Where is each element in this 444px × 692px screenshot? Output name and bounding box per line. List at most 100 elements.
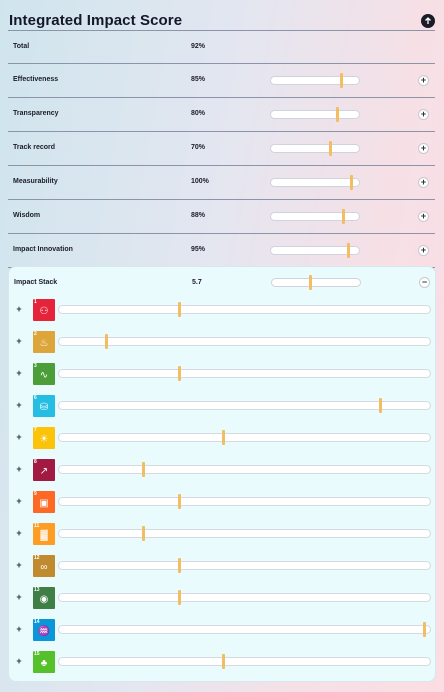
sdg-row: +14 ♒ (9, 619, 437, 641)
slider-thumb[interactable] (346, 243, 350, 258)
expand-button[interactable]: + (418, 75, 429, 86)
metric-row: Effectiveness 85% + (8, 64, 435, 98)
sdg-number: 8 (34, 459, 37, 465)
expand-button[interactable]: + (16, 656, 22, 666)
sdg-slider[interactable] (58, 526, 431, 541)
total-label: Total (13, 43, 30, 50)
metric-slider[interactable] (270, 209, 360, 224)
expand-button[interactable]: + (418, 245, 429, 256)
sdg-row: +12 ∞ (9, 555, 437, 577)
sdg-slider[interactable] (58, 302, 431, 317)
metric-slider[interactable] (270, 73, 360, 88)
sdg-number: 1 (34, 299, 37, 305)
slider-thumb[interactable] (178, 558, 182, 573)
metric-value: 95% (191, 246, 206, 253)
slider-thumb[interactable] (423, 622, 426, 637)
sdg-slider[interactable] (58, 334, 431, 349)
slider-thumb[interactable] (178, 366, 182, 381)
sdg-number: 15 (34, 651, 40, 657)
sdg-row: +3 ∿ (9, 363, 437, 385)
growth-chart-icon: 8 ↗ (33, 459, 55, 481)
slider-thumb[interactable] (178, 494, 182, 509)
cubes-icon: 9 ▣ (33, 491, 55, 513)
expand-button[interactable]: + (16, 624, 22, 634)
metric-value: 100% (191, 178, 209, 185)
collapse-stack-button[interactable]: − (419, 277, 430, 288)
sdg-slider[interactable] (58, 430, 431, 445)
impact-stack-slider[interactable] (271, 275, 361, 290)
page-title: Integrated Impact Score (9, 12, 183, 29)
metric-slider[interactable] (270, 141, 360, 156)
metric-row: Track record 70% + (8, 132, 435, 166)
slider-thumb[interactable] (379, 398, 383, 413)
slider-thumb[interactable] (309, 275, 312, 290)
slider-thumb[interactable] (105, 334, 109, 349)
sdg-row: +13 ◉ (9, 587, 437, 609)
slider-thumb[interactable] (329, 141, 332, 156)
slider-thumb[interactable] (350, 175, 353, 190)
sdg-number: 6 (34, 395, 37, 401)
sdg-row: +8 ↗ (9, 459, 437, 481)
slider-thumb[interactable] (178, 590, 182, 605)
sdg-slider[interactable] (58, 366, 431, 381)
sdg-slider[interactable] (58, 654, 431, 669)
slider-thumb[interactable] (141, 526, 145, 541)
expand-button[interactable]: + (16, 336, 22, 346)
slider-thumb[interactable] (339, 73, 343, 88)
expand-button[interactable]: + (418, 177, 429, 188)
expand-button[interactable]: + (16, 528, 22, 538)
metric-label: Measurability (13, 178, 58, 185)
metric-value: 85% (191, 76, 206, 83)
expand-button[interactable]: + (418, 109, 429, 120)
expand-button[interactable]: + (16, 304, 22, 314)
expand-button[interactable]: + (16, 496, 22, 506)
eye-globe-icon: 13 ◉ (33, 587, 55, 609)
metric-slider[interactable] (270, 107, 360, 122)
slider-thumb[interactable] (141, 462, 145, 477)
impact-stack-panel: Impact Stack 5.7 − +1 ⚇ +2 ♨ +3 ∿ +6 ⛁ +7 ☀ +8 ↗ +9 ▣… (8, 266, 436, 682)
expand-button[interactable]: + (16, 464, 22, 474)
metric-slider[interactable] (270, 243, 360, 258)
expand-button[interactable]: + (418, 211, 429, 222)
slider-thumb[interactable] (336, 107, 339, 122)
sdg-slider[interactable] (58, 398, 431, 413)
expand-button[interactable]: + (16, 592, 22, 602)
expand-button[interactable]: + (418, 143, 429, 154)
expand-button[interactable]: + (16, 560, 22, 570)
sdg-slider[interactable] (58, 494, 431, 509)
expand-button[interactable]: + (16, 432, 22, 442)
sdg-number: 12 (34, 555, 40, 561)
metric-label: Track record (13, 144, 56, 151)
expand-button[interactable]: + (16, 368, 22, 378)
sdg-row: +9 ▣ (9, 491, 437, 513)
metric-value: 70% (191, 144, 206, 151)
total-row: Total 92% (8, 30, 435, 64)
sdg-number: 13 (34, 587, 40, 593)
heartbeat-icon: 3 ∿ (33, 363, 55, 385)
slider-thumb[interactable] (222, 430, 226, 445)
sdg-row: +1 ⚇ (9, 299, 437, 321)
sdg-slider[interactable] (58, 462, 431, 477)
sdg-row: +6 ⛁ (9, 395, 437, 417)
expand-button[interactable]: + (16, 400, 22, 410)
metric-row: Measurability 100% + (8, 166, 435, 200)
slider-thumb[interactable] (178, 302, 182, 317)
metric-label: Wisdom (13, 212, 41, 219)
water-icon: 6 ⛁ (33, 395, 55, 417)
impact-stack-label: Impact Stack (14, 279, 58, 286)
header: Integrated Impact Score (0, 0, 444, 40)
infinity-icon: 12 ∞ (33, 555, 55, 577)
metric-slider[interactable] (270, 175, 360, 190)
sdg-row: +11 ▓ (9, 523, 437, 545)
sdg-number: 3 (34, 363, 37, 369)
slider-thumb[interactable] (222, 654, 226, 669)
total-value: 92% (191, 43, 206, 50)
sun-icon: 7 ☀ (33, 427, 55, 449)
collapse-button[interactable] (421, 14, 435, 28)
sdg-slider[interactable] (58, 622, 431, 637)
slider-thumb[interactable] (341, 209, 345, 224)
sdg-slider[interactable] (58, 590, 431, 605)
sdg-row: +2 ♨ (9, 331, 437, 353)
sdg-slider[interactable] (58, 558, 431, 573)
city-icon: 11 ▓ (33, 523, 55, 545)
